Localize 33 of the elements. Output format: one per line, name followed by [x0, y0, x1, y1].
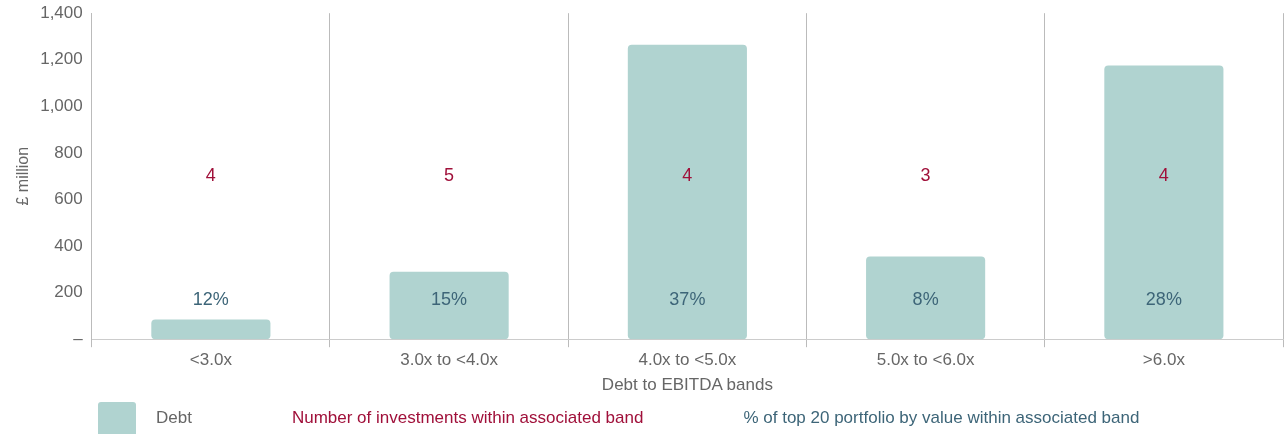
y-tick-label: 1,400	[40, 2, 83, 22]
y-axis-title: £ million	[14, 146, 32, 206]
y-tick-label: 1,200	[40, 49, 83, 69]
bar	[151, 319, 271, 340]
y-tick-label: 200	[54, 282, 83, 302]
x-axis-title: Debt to EBITDA bands	[601, 375, 773, 395]
text: Number of investments within associated band	[291, 408, 644, 428]
x-tick-label: >6.0x	[1142, 350, 1186, 370]
annotation: 4	[205, 165, 216, 186]
bar	[1104, 65, 1224, 340]
y-tick-label: 600	[54, 189, 83, 209]
x-tick-label: 5.0x to <6.0x	[876, 350, 976, 370]
annotation: 3	[920, 165, 931, 186]
x-tick-label: 4.0x to <5.0x	[638, 350, 737, 370]
x-tick-label: <3.0x	[189, 350, 233, 370]
annotation: 8%	[912, 289, 939, 310]
annotation: 12%	[192, 289, 229, 310]
legend-label: Debt	[156, 408, 192, 428]
annotation: 5	[444, 165, 455, 186]
annotation: 37%	[669, 289, 706, 310]
bar	[389, 271, 509, 340]
y-tick-label: 800	[54, 142, 83, 162]
y-tick-label: 400	[54, 235, 83, 255]
text: % of top 20 portfolio by value within associated band	[743, 408, 1140, 428]
annotation: 15%	[431, 289, 468, 310]
x-tick-label: 3.0x to <4.0x	[400, 350, 499, 370]
y-tick-label: 1,000	[40, 96, 83, 116]
annotation: 4	[682, 165, 693, 186]
y-tick-label: –	[73, 328, 84, 348]
bar	[627, 44, 747, 340]
annotation: 4	[1158, 165, 1169, 186]
bar	[866, 256, 986, 340]
annotation: 28%	[1145, 289, 1182, 310]
